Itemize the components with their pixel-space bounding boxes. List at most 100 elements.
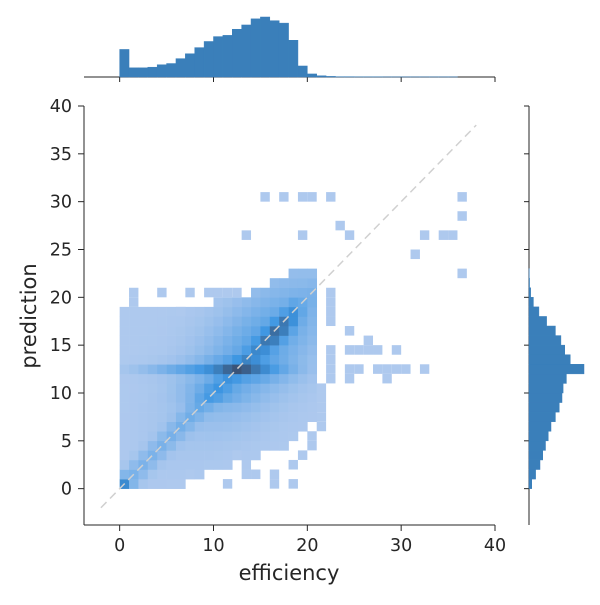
heatmap-cell [260, 326, 270, 336]
y-tick-label: 40 [50, 97, 72, 117]
heatmap-cell [232, 326, 242, 336]
heatmap-cells [120, 269, 317, 489]
y-marginal-bar [529, 326, 555, 336]
heatmap-cell [167, 460, 177, 470]
heatmap-cell [120, 355, 130, 365]
heatmap-cell [138, 403, 148, 413]
heatmap-cell [204, 364, 214, 374]
heatmap-cell [167, 393, 177, 403]
heatmap-cell [232, 383, 242, 393]
heatmap-cell [420, 230, 429, 240]
heatmap-cell [279, 383, 289, 393]
heatmap-cell [289, 288, 299, 298]
heatmap-cell [279, 336, 289, 346]
heatmap-cell [138, 336, 148, 346]
heatmap-cell [167, 441, 177, 451]
heatmap-cell [223, 364, 233, 374]
heatmap-cell [195, 364, 205, 374]
y-marginal-bar [529, 355, 570, 365]
heatmap-cell [204, 412, 214, 422]
heatmap-cell [129, 288, 138, 298]
heatmap-cell [251, 336, 261, 346]
heatmap-cell [335, 221, 344, 231]
heatmap-cell [307, 345, 317, 355]
heatmap-cell [242, 364, 252, 374]
heatmap-cell [195, 450, 205, 460]
heatmap-cell [298, 412, 308, 422]
heatmap-cell [223, 450, 233, 460]
heatmap-cell [120, 422, 130, 432]
heatmap-cell [120, 326, 130, 336]
heatmap-cell [326, 192, 335, 202]
heatmap-cell [223, 326, 233, 336]
heatmap-cell [223, 288, 232, 298]
heatmap-cell [260, 192, 269, 202]
heatmap-cell [270, 431, 280, 441]
heatmap-cell [251, 316, 261, 326]
heatmap-cell [242, 393, 252, 403]
y-axis-label: prediction [17, 263, 41, 368]
heatmap-cell [251, 307, 261, 317]
heatmap-cell [307, 441, 316, 451]
heatmap-cell [392, 345, 401, 355]
heatmap-cell [270, 470, 279, 480]
x-tick-label: 20 [296, 536, 318, 556]
heatmap-cell [129, 326, 139, 336]
heatmap-cell [204, 422, 214, 432]
heatmap-cell [195, 345, 205, 355]
heatmap-cell [120, 412, 130, 422]
heatmap-cell [176, 345, 186, 355]
heatmap-cell [242, 441, 252, 451]
x-marginal-bar [223, 35, 232, 77]
heatmap-cell [289, 383, 299, 393]
heatmap-cell [298, 230, 307, 240]
heatmap-cell [167, 307, 177, 317]
heatmap-cell [345, 230, 354, 240]
heatmap-cell [392, 364, 401, 374]
heatmap-cell [279, 326, 289, 336]
heatmap-cell [167, 383, 177, 393]
heatmap-cell [242, 383, 252, 393]
heatmap-cell [223, 307, 233, 317]
heatmap-cell [251, 355, 261, 365]
heatmap-cell [120, 307, 130, 317]
heatmap-cell [251, 470, 260, 480]
heatmap-cell [298, 269, 308, 279]
heatmap-cell [242, 422, 252, 432]
heatmap-cell [138, 355, 148, 365]
heatmap-cell [185, 316, 195, 326]
heatmap-cell [213, 422, 223, 432]
heatmap-cell [195, 441, 205, 451]
y-marginal-bar [529, 374, 566, 384]
y-marginal-bar [529, 297, 533, 307]
heatmap-cell [307, 307, 317, 317]
heatmap-cell [307, 431, 316, 441]
heatmap-cell [204, 326, 214, 336]
y-marginal-bar [529, 278, 530, 288]
x-tick-label: 30 [390, 536, 412, 556]
y-marginal-bar [529, 307, 539, 317]
x-marginal-bar [195, 48, 204, 77]
heatmap-cell [270, 479, 279, 489]
heatmap-cell [232, 412, 242, 422]
heatmap-cell [176, 326, 186, 336]
x-tick-label: 10 [202, 536, 224, 556]
heatmap-cell [213, 326, 223, 336]
heatmap-cell [213, 393, 223, 403]
heatmap-cell [185, 355, 195, 365]
heatmap-cell [185, 393, 195, 403]
heatmap-cell [317, 412, 326, 422]
heatmap-cell [185, 336, 195, 346]
heatmap-cell [148, 460, 158, 470]
heatmap-cell [260, 393, 270, 403]
x-marginal-bar [260, 17, 269, 77]
heatmap-cell [138, 393, 148, 403]
heatmap-cell [120, 470, 130, 480]
heatmap-cell [260, 374, 270, 384]
y-tick-label: 25 [50, 240, 72, 260]
heatmap-cell [195, 336, 205, 346]
heatmap-cell [232, 297, 242, 307]
heatmap-cell [148, 403, 158, 413]
heatmap-cell [232, 450, 241, 460]
